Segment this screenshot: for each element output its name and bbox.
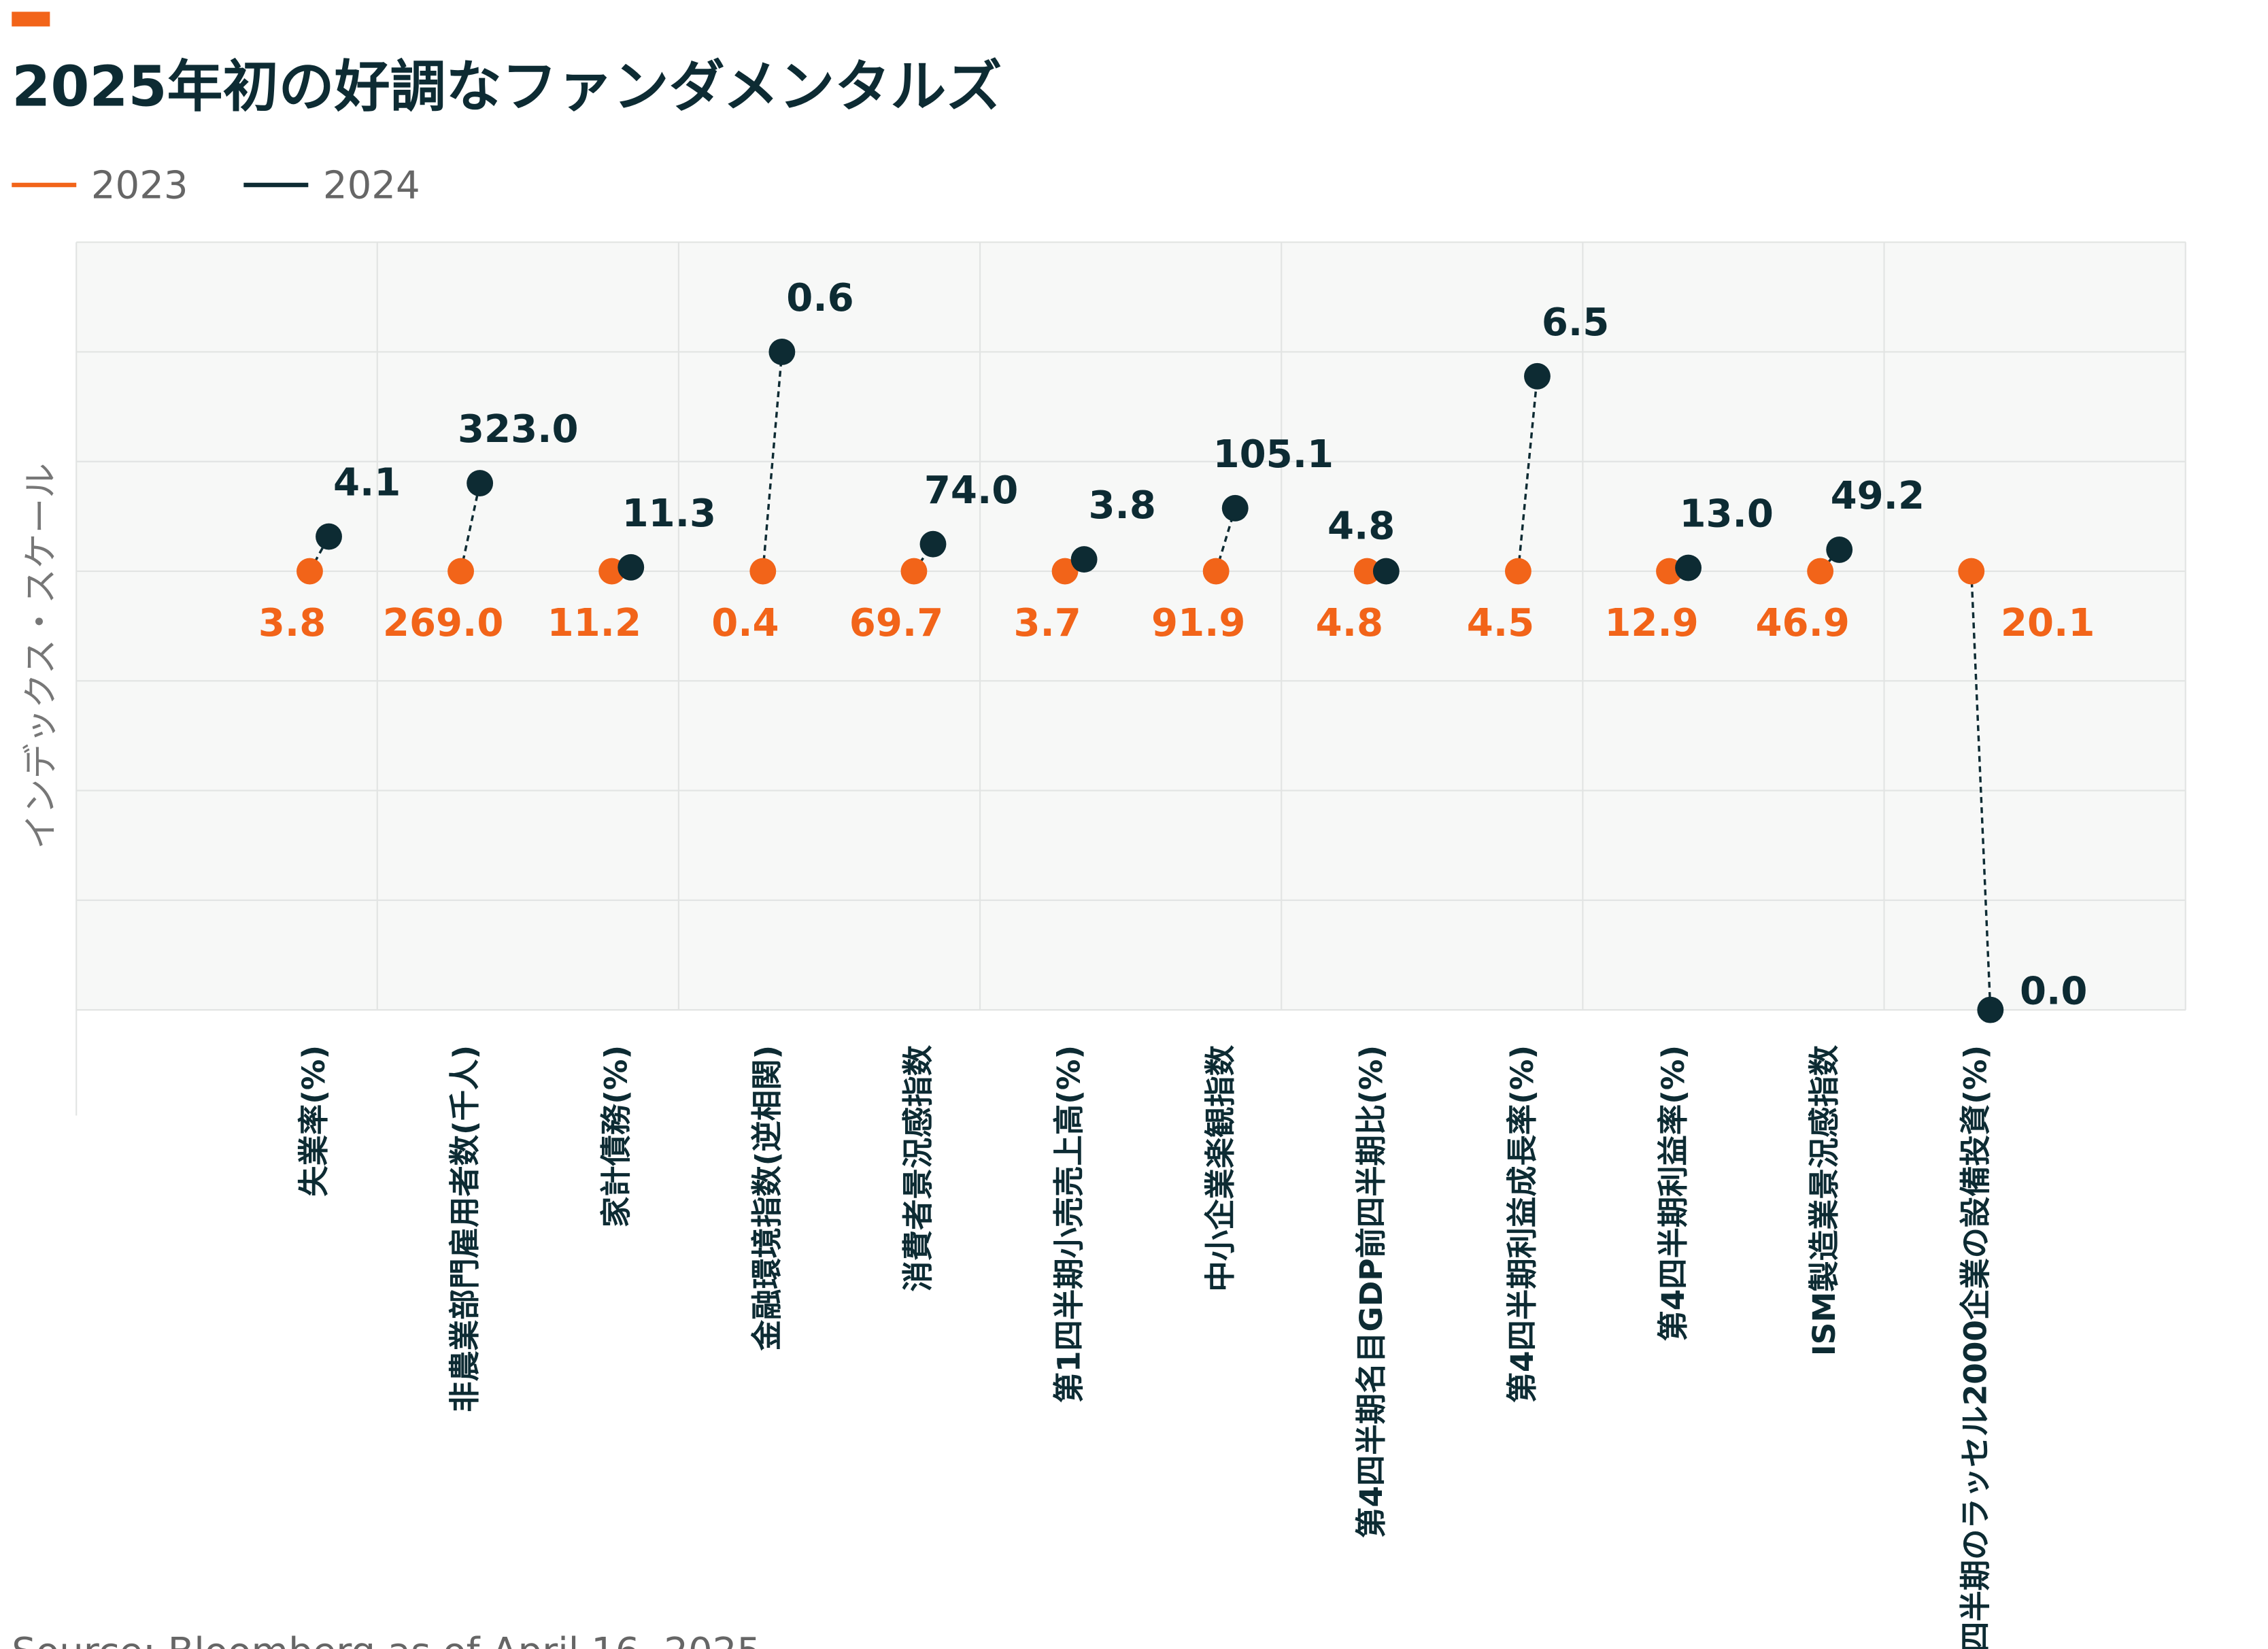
x-tick-label: 失業率(%) [296, 1045, 332, 1197]
value-label-2024: 0.0 [2020, 969, 2087, 1013]
connector [1517, 376, 1539, 572]
plot-area [76, 242, 2186, 1010]
value-label-2024: 4.8 [1327, 505, 1395, 549]
value-label-2024: 6.5 [1542, 301, 1609, 345]
dot-2023 [1807, 558, 1834, 585]
value-label-2023: 11.2 [547, 601, 641, 645]
value-label-2023: 4.5 [1467, 601, 1534, 645]
x-tick-label: 家計債務(%) [598, 1045, 634, 1227]
dot-2024 [1372, 558, 1400, 585]
dot-2023 [900, 558, 928, 585]
dot-2023 [1504, 558, 1531, 585]
value-label-2023: 0.4 [711, 601, 779, 645]
x-tick-label: 消費者景況感指数 [900, 1044, 936, 1291]
dot-2024 [617, 554, 645, 581]
value-label-2023: 69.7 [849, 601, 943, 645]
legend-label: 2024 [323, 163, 420, 207]
connector [1970, 571, 1992, 1010]
dot-2023 [447, 558, 475, 585]
value-label-2024: 13.0 [1679, 492, 1773, 537]
dot-2024 [467, 470, 494, 496]
connector [762, 352, 783, 572]
value-label-2024: 323.0 [458, 407, 578, 452]
value-label-2023: 12.9 [1604, 601, 1698, 645]
chart-title: 2025年初の好調なファンダメンタルズ [12, 54, 1002, 119]
dot-2023 [1958, 558, 1985, 585]
x-tick-label: 第1四半期小売売上高(%) [1051, 1045, 1087, 1403]
value-label-2024: 49.2 [1831, 474, 1925, 518]
value-label-2023: 3.8 [258, 601, 326, 645]
dot-2024 [316, 523, 342, 550]
value-label-2024: 3.8 [1089, 483, 1156, 528]
value-label-2024: 105.1 [1213, 432, 1334, 477]
dot-2024 [1070, 546, 1098, 573]
dot-2023 [749, 558, 777, 585]
x-tick-label: 非農業部門雇用者数(千人) [447, 1045, 483, 1412]
x-tick-label: 第4四半期名目GDP前四半期比(%) [1353, 1045, 1389, 1538]
value-label-2024: 4.1 [333, 461, 401, 505]
x-tick-label: ISM製造業景況感指数 [1806, 1044, 1842, 1356]
x-tick-label: 中小企業楽観指数 [1202, 1044, 1238, 1291]
dot-2024 [1675, 554, 1702, 581]
dot-2024 [1524, 362, 1551, 390]
value-label-2024: 0.6 [786, 276, 853, 320]
x-tick-label: 第4四半期利益率(%) [1655, 1045, 1691, 1342]
value-label-2023: 20.1 [2001, 601, 2095, 645]
y-axis-label: インデックス・スケール [21, 463, 62, 849]
x-tick-label: 第4四半期利益成長率(%) [1504, 1045, 1540, 1403]
legend: 2023 2024 [12, 163, 420, 207]
source-note: Source: Bloomberg as of April 16, 2025. [12, 1630, 773, 1649]
dot-2024 [919, 530, 947, 558]
value-label-2023: 4.8 [1316, 601, 1383, 645]
x-tick-label: 金融環境指数(逆相関) [749, 1045, 785, 1350]
dot-2024 [1221, 494, 1249, 522]
dot-2023 [1202, 558, 1230, 585]
dot-2024 [768, 339, 796, 365]
dot-2023 [1353, 558, 1381, 585]
legend-label: 2023 [91, 163, 188, 207]
value-label-2023: 269.0 [383, 601, 503, 645]
connector [459, 483, 481, 572]
value-label-2024: 11.3 [622, 492, 716, 536]
dot-2024 [1826, 536, 1853, 563]
value-label-2023: 3.7 [1013, 601, 1081, 645]
dot-2024 [1977, 996, 2004, 1023]
value-label-2023: 91.9 [1151, 601, 1245, 645]
dot-2023 [297, 558, 323, 585]
value-label-2023: 46.9 [1756, 601, 1850, 645]
title-accent [12, 12, 50, 27]
value-label-2024: 74.0 [924, 469, 1018, 513]
x-tick-label: 第4四半期のラッセル2000企業の設備投資(%) [1957, 1045, 1993, 1649]
dot-2023 [1051, 558, 1079, 585]
